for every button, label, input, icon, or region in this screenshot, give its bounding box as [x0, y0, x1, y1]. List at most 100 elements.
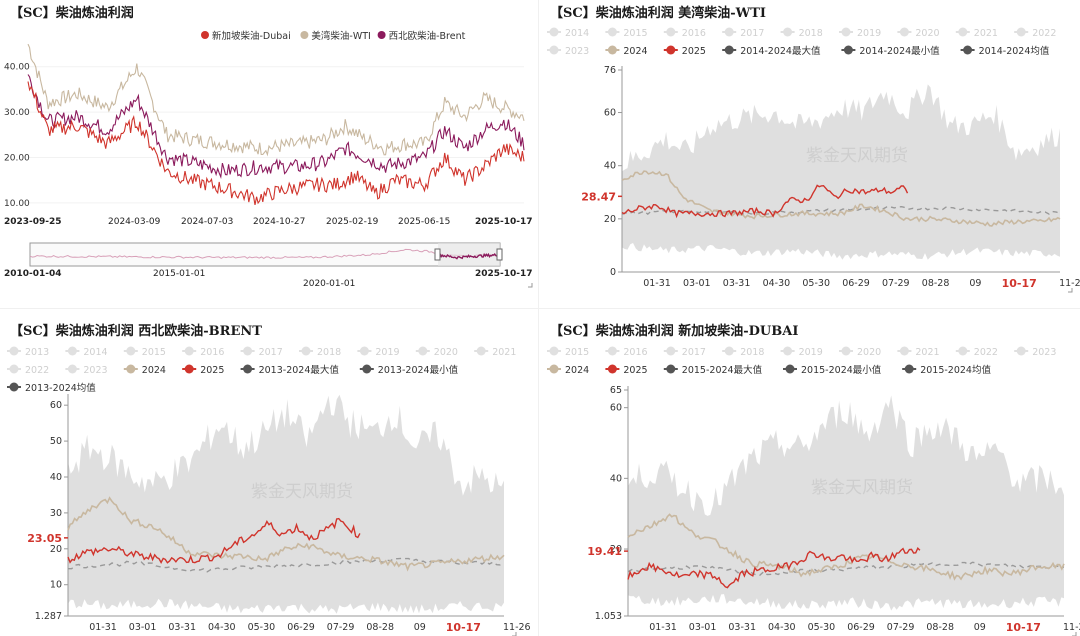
legend-label: 2015: [142, 347, 166, 358]
legend-label: 2013-2024最小值: [378, 364, 459, 376]
x-tick-label: 04-30: [763, 278, 791, 289]
y-tick-label: 0: [610, 267, 616, 278]
navigator-selected-line: [437, 252, 501, 260]
legend-marker: [476, 346, 486, 356]
legend-marker: [958, 27, 968, 37]
y-tick-label: 20.00: [4, 154, 30, 164]
seasonal-chart-brent[interactable]: 2013 2014 2015 2016 2017 2018 2019 2020 2021 2022…: [0, 312, 538, 636]
legend-label: 2019: [857, 28, 881, 39]
legend-label: 2019: [375, 347, 399, 358]
legend-marker: [724, 27, 734, 37]
legend-label: 2015-2024均值: [920, 364, 991, 376]
legend-label: 2019: [799, 347, 823, 358]
x-tick-label: 2023-09-25: [4, 217, 62, 227]
x-tick-label: 05-30: [802, 278, 830, 289]
current-value-label: 23.05: [27, 532, 62, 545]
y-tick-label: 1.287: [35, 611, 62, 622]
legend-label: 2014-2024最小值: [859, 45, 940, 57]
y-tick-label: 76: [604, 65, 616, 76]
legend-marker: [1016, 27, 1026, 37]
x-tick-label: 03-31: [723, 278, 751, 289]
seasonal-chart-wti[interactable]: 2014 2015 2016 2017 2018 2019 2020 2021 2022 2023…: [540, 0, 1080, 308]
panel-title: 【SC】柴油炼油利润: [10, 6, 134, 21]
series-2025-line: [621, 184, 909, 219]
legend-marker: [201, 31, 209, 39]
seasonal-chart-dubai[interactable]: 2015 2016 2017 2018 2019 2020 2021 2022 2023 2024…: [540, 312, 1080, 636]
series-line-0: [27, 43, 525, 157]
x-tick-label: 09: [969, 278, 981, 289]
y-tick-label: 65: [610, 385, 622, 396]
legend-label: 2020: [434, 347, 458, 358]
watermark-text: 紫金天风期货: [811, 478, 913, 498]
legend-label: 2013-2024均值: [25, 382, 96, 394]
legend-marker: [418, 346, 428, 356]
legend-marker: [607, 364, 617, 374]
legend-label: 2018: [799, 28, 823, 39]
navigator-handle-right: [496, 248, 503, 261]
series-line-2: [27, 81, 525, 206]
series-2025-line: [627, 546, 921, 589]
legend-marker: [377, 31, 386, 39]
legend-label: 2016: [623, 347, 647, 358]
x-tick-label: 2024-03-09: [108, 217, 161, 227]
y-tick-label: 60: [610, 403, 622, 414]
legend-marker: [724, 346, 734, 356]
x-tick-label: 2024-07-03: [181, 217, 233, 227]
x-tick-label: 06-29: [847, 622, 875, 633]
legend-marker: [904, 364, 914, 374]
legend-label: 2022: [1032, 28, 1056, 39]
legend-marker: [67, 346, 77, 356]
y-tick-label: 40: [50, 472, 62, 483]
watermark-text: 紫金天风期货: [806, 146, 908, 166]
overview-line-chart[interactable]: 新加坡柴油-Dubai 美湾柴油-WTI 西北欧柴油-Brent 40.00 30.00…: [0, 0, 538, 308]
resize-icon: [1072, 632, 1077, 636]
chart-panel-dubai: 【SC】柴油炼油利润 新加坡柴油-DUBAI 2015 2016 2017 2018 2…: [540, 312, 1080, 636]
series-2024-line: [627, 513, 1065, 581]
x-tick-label: 08-28: [366, 622, 394, 633]
legend-label: 2015: [565, 347, 589, 358]
legend-marker: [958, 346, 968, 356]
legend-marker: [841, 27, 851, 37]
panel-title: 【SC】柴油炼油利润 新加坡柴油-DUBAI: [550, 324, 799, 339]
x-tick-label: 07-29: [327, 622, 355, 633]
navigator-selection: [438, 243, 500, 266]
x-tick-label: 07-29: [882, 278, 910, 289]
navigator-tick-label: 2025-10-17: [475, 269, 533, 279]
y-tick-label: 1.053: [595, 611, 622, 622]
x-tick-label: 11-26: [503, 622, 531, 633]
y-tick-label: 30.00: [4, 108, 30, 118]
legend-marker: [184, 346, 194, 356]
legend-label: 2020: [857, 347, 881, 358]
current-value-label: 19.41: [587, 545, 622, 558]
legend-marker: [301, 346, 311, 356]
x-tick-label: 06-29: [842, 278, 870, 289]
legend-label: 2013: [25, 347, 49, 358]
x-tick-label: 05-30: [248, 622, 276, 633]
legend-label: 2014: [565, 28, 589, 39]
panel-divider-vertical: [538, 0, 539, 636]
y-tick-label: 60: [604, 108, 616, 119]
legend-marker: [549, 364, 559, 374]
legend-label: 2021: [974, 28, 998, 39]
legend-label: 西北欧柴油-Brent: [389, 30, 466, 42]
legend-label: 2023: [83, 365, 107, 376]
x-tick-label: 03-31: [168, 622, 196, 633]
historical-range-band: [628, 395, 1064, 611]
panel-title: 【SC】柴油炼油利润 美湾柴油-WTI: [550, 6, 767, 21]
legend-marker: [549, 346, 559, 356]
current-value-label: 28.47: [581, 190, 616, 203]
legend-marker: [362, 364, 372, 374]
x-tick-label: 01-31: [89, 622, 117, 633]
legend-marker: [607, 346, 617, 356]
legend-label: 2023: [565, 46, 589, 57]
legend-label: 2021: [915, 347, 939, 358]
legend-marker: [899, 27, 909, 37]
legend-marker: [666, 346, 676, 356]
legend-label: 2025: [200, 365, 224, 376]
x-highlight-label: 10-17: [1006, 621, 1041, 634]
panel-title: 【SC】柴油炼油利润 西北欧柴油-BRENT: [10, 324, 262, 339]
legend-marker: [899, 346, 909, 356]
historical-range-band: [68, 394, 504, 614]
y-tick-label: 20: [50, 544, 62, 555]
y-tick-label: 50: [50, 436, 62, 447]
